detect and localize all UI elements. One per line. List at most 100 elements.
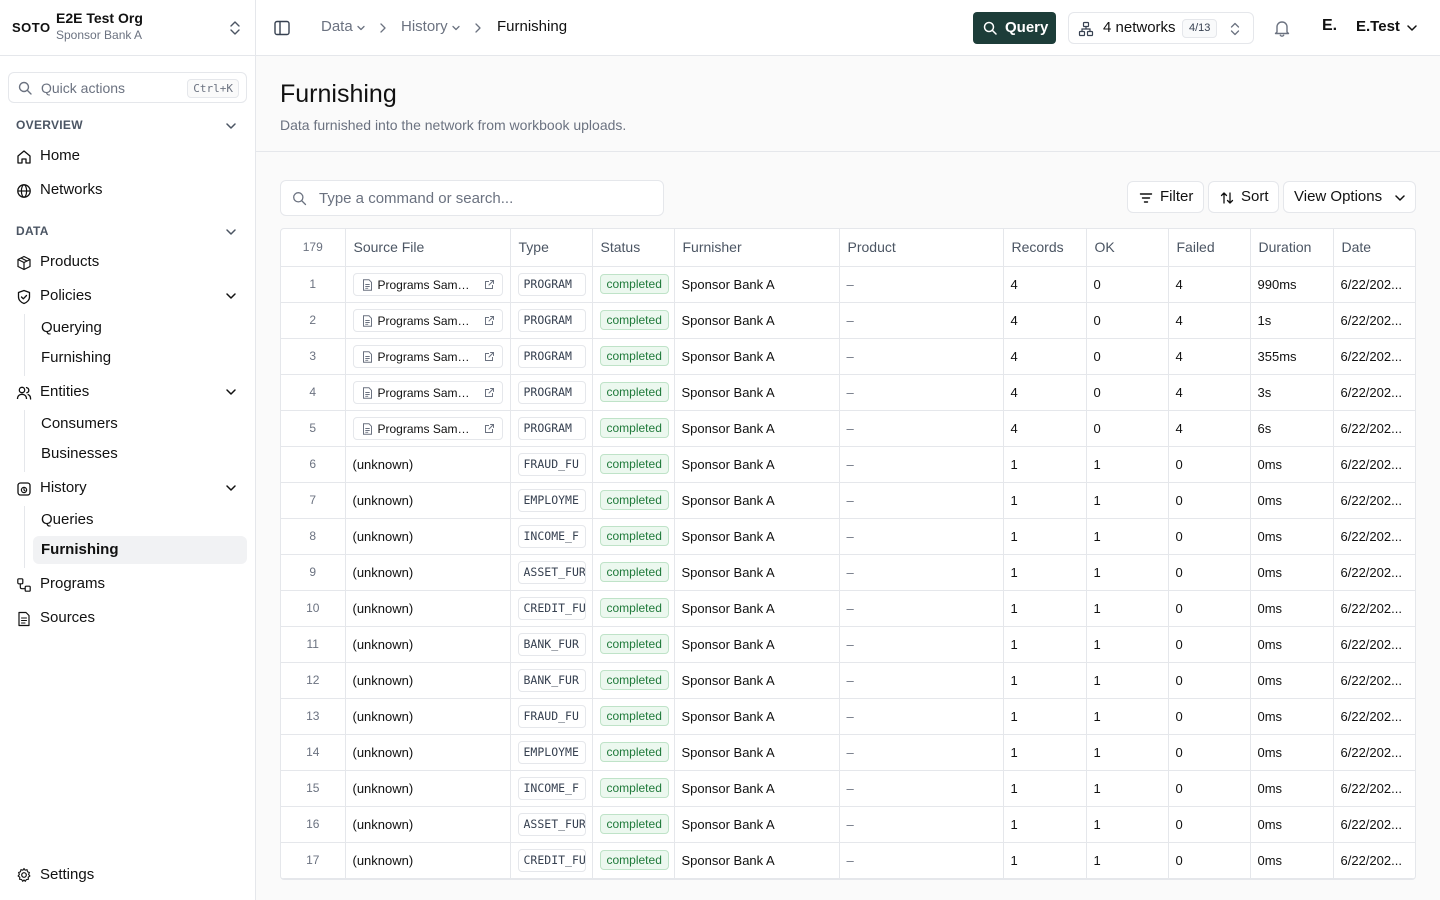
cell-status: completed bbox=[592, 590, 675, 627]
source-file-chip[interactable]: Programs Sampl... bbox=[352, 416, 503, 440]
status-badge: completed bbox=[599, 418, 669, 438]
sidebar-item-entities-consumers[interactable]: Consumers bbox=[33, 410, 247, 438]
cell-date: 6/22/202... bbox=[1333, 482, 1415, 519]
chevron-down-icon[interactable] bbox=[224, 385, 238, 399]
status-badge: completed bbox=[599, 706, 669, 726]
sidebar-toggle-icon[interactable] bbox=[273, 19, 291, 37]
bell-icon[interactable] bbox=[1272, 18, 1292, 38]
sidebar-item-history-queries[interactable]: Queries bbox=[33, 506, 247, 534]
source-file-chip[interactable]: Programs Sampl... bbox=[352, 380, 503, 404]
filter-button[interactable]: Filter bbox=[1127, 181, 1204, 213]
table-row[interactable]: 5 Programs Sampl... PROGRAM completed Sponso… bbox=[281, 410, 1415, 447]
sort-button[interactable]: Sort bbox=[1208, 181, 1279, 213]
network-selector[interactable]: 4 networks 4/13 bbox=[1068, 12, 1254, 44]
table-row[interactable]: 16 (unknown) ASSET_FUR completed Sponsor Ban… bbox=[281, 806, 1415, 843]
cell-records: 4 bbox=[1003, 338, 1087, 375]
sidebar-item-history-furnishing[interactable]: Furnishing bbox=[33, 536, 247, 564]
cell-source-file: (unknown) bbox=[345, 698, 511, 735]
sidebar-item-products[interactable]: Products bbox=[8, 248, 247, 276]
source-file-chip[interactable]: Programs Sampl... bbox=[352, 344, 503, 368]
avatar[interactable]: E. bbox=[1322, 17, 1338, 34]
table-row[interactable]: 9 (unknown) ASSET_FUR completed Sponsor Bank… bbox=[281, 554, 1415, 591]
column-header-source-file[interactable]: Source File bbox=[345, 229, 511, 267]
cell-product: – bbox=[839, 806, 1004, 843]
cell-type: INCOME_F bbox=[510, 770, 593, 807]
breadcrumb-data[interactable]: Data bbox=[321, 18, 353, 35]
section-data-label: DATA bbox=[16, 224, 49, 238]
external-link-icon[interactable] bbox=[484, 423, 495, 434]
column-header-duration[interactable]: Duration bbox=[1250, 229, 1334, 267]
sidebar-item-label: History bbox=[40, 479, 87, 496]
column-header-records[interactable]: Records bbox=[1003, 229, 1087, 267]
sidebar-item-programs[interactable]: Programs bbox=[8, 570, 247, 598]
cell-status: completed bbox=[592, 518, 675, 555]
type-chip: PROGRAM bbox=[517, 344, 586, 368]
sidebar-item-label: Programs bbox=[40, 575, 106, 592]
table-row[interactable]: 8 (unknown) INCOME_F completed Sponsor Bank … bbox=[281, 518, 1415, 555]
source-file-chip[interactable]: Programs Sampl... bbox=[352, 272, 503, 296]
sidebar-item-policies[interactable]: Policies bbox=[8, 282, 247, 310]
table-row[interactable]: 4 Programs Sampl... PROGRAM completed Sponso… bbox=[281, 374, 1415, 411]
cell-furnisher: Sponsor Bank A bbox=[674, 770, 840, 807]
quick-actions-button[interactable]: Quick actions Ctrl+K bbox=[8, 72, 247, 103]
query-button[interactable]: Query bbox=[973, 12, 1056, 44]
cell-source-file: (unknown) bbox=[345, 590, 511, 627]
search-icon bbox=[983, 21, 997, 35]
table-row[interactable]: 10 (unknown) CREDIT_FU completed Sponsor Ban… bbox=[281, 590, 1415, 627]
table-row[interactable]: 15 (unknown) INCOME_F completed Sponsor Bank… bbox=[281, 770, 1415, 807]
table-row[interactable]: 2 Programs Sampl... PROGRAM completed Sponso… bbox=[281, 302, 1415, 339]
user-name[interactable]: E.Test bbox=[1356, 18, 1400, 35]
table-row[interactable]: 6 (unknown) FRAUD_FU completed Sponsor Bank … bbox=[281, 446, 1415, 483]
chevron-down-icon[interactable] bbox=[224, 289, 238, 303]
chevron-down-icon[interactable] bbox=[1405, 21, 1419, 35]
sidebar-item-entities[interactable]: Entities bbox=[8, 378, 247, 406]
sidebar-item-policies-furnishing[interactable]: Furnishing bbox=[33, 344, 247, 372]
sidebar-item-sources[interactable]: Sources bbox=[8, 604, 247, 632]
column-header-failed[interactable]: Failed bbox=[1168, 229, 1251, 267]
cell-date: 6/22/202... bbox=[1333, 698, 1415, 735]
source-file-chip[interactable]: Programs Sampl... bbox=[352, 308, 503, 332]
chevrons-up-down-icon[interactable] bbox=[227, 19, 243, 37]
table-row[interactable]: 17 (unknown) CREDIT_FU completed Sponsor Ban… bbox=[281, 842, 1415, 879]
external-link-icon[interactable] bbox=[484, 315, 495, 326]
column-header-furnisher[interactable]: Furnisher bbox=[674, 229, 840, 267]
chevron-down-icon[interactable] bbox=[224, 225, 238, 239]
table-row[interactable]: 14 (unknown) EMPLOYME completed Sponsor Bank… bbox=[281, 734, 1415, 771]
table-row[interactable]: 13 (unknown) FRAUD_FU completed Sponsor Bank… bbox=[281, 698, 1415, 735]
sidebar-item-networks[interactable]: Networks bbox=[8, 176, 247, 204]
column-header-type[interactable]: Type bbox=[510, 229, 593, 267]
row-number: 3 bbox=[281, 338, 346, 375]
sidebar-item-settings[interactable]: Settings bbox=[8, 861, 247, 889]
sidebar-item-history[interactable]: History bbox=[8, 474, 247, 502]
external-link-icon[interactable] bbox=[484, 351, 495, 362]
view-options-button[interactable]: View Options bbox=[1283, 181, 1416, 213]
chevron-down-icon[interactable] bbox=[224, 119, 238, 133]
table-row[interactable]: 3 Programs Sampl... PROGRAM completed Sponso… bbox=[281, 338, 1415, 375]
breadcrumb-history[interactable]: History bbox=[401, 18, 448, 35]
column-header-ok[interactable]: OK bbox=[1086, 229, 1169, 267]
table-row[interactable]: 1 Programs Sampl... PROGRAM completed Sponso… bbox=[281, 266, 1415, 303]
column-header-date[interactable]: Date bbox=[1333, 229, 1415, 267]
chevron-down-icon[interactable] bbox=[450, 22, 462, 34]
row-number: 2 bbox=[281, 302, 346, 339]
org-switcher[interactable]: SOTO E2E Test Org Sponsor Bank A bbox=[0, 0, 255, 56]
chevron-down-icon[interactable] bbox=[355, 22, 367, 34]
table-row[interactable]: 12 (unknown) BANK_FUR completed Sponsor Bank… bbox=[281, 662, 1415, 699]
search-input[interactable] bbox=[319, 187, 649, 209]
shield-check-icon bbox=[16, 289, 32, 305]
chevron-down-icon[interactable] bbox=[224, 481, 238, 495]
sidebar-item-home[interactable]: Home bbox=[8, 142, 247, 170]
column-header-status[interactable]: Status bbox=[592, 229, 675, 267]
search-box[interactable] bbox=[280, 180, 664, 216]
external-link-icon[interactable] bbox=[484, 387, 495, 398]
table-row[interactable]: 11 (unknown) BANK_FUR completed Sponsor Bank… bbox=[281, 626, 1415, 663]
cell-records: 1 bbox=[1003, 662, 1087, 699]
status-badge: completed bbox=[599, 814, 669, 834]
sidebar-item-entities-businesses[interactable]: Businesses bbox=[33, 440, 247, 468]
table-row[interactable]: 7 (unknown) EMPLOYME completed Sponsor Bank … bbox=[281, 482, 1415, 519]
cell-status: completed bbox=[592, 698, 675, 735]
external-link-icon[interactable] bbox=[484, 279, 495, 290]
column-header-product[interactable]: Product bbox=[839, 229, 1004, 267]
source-file-name: (unknown) bbox=[352, 492, 414, 508]
sidebar-item-policies-querying[interactable]: Querying bbox=[33, 314, 247, 342]
